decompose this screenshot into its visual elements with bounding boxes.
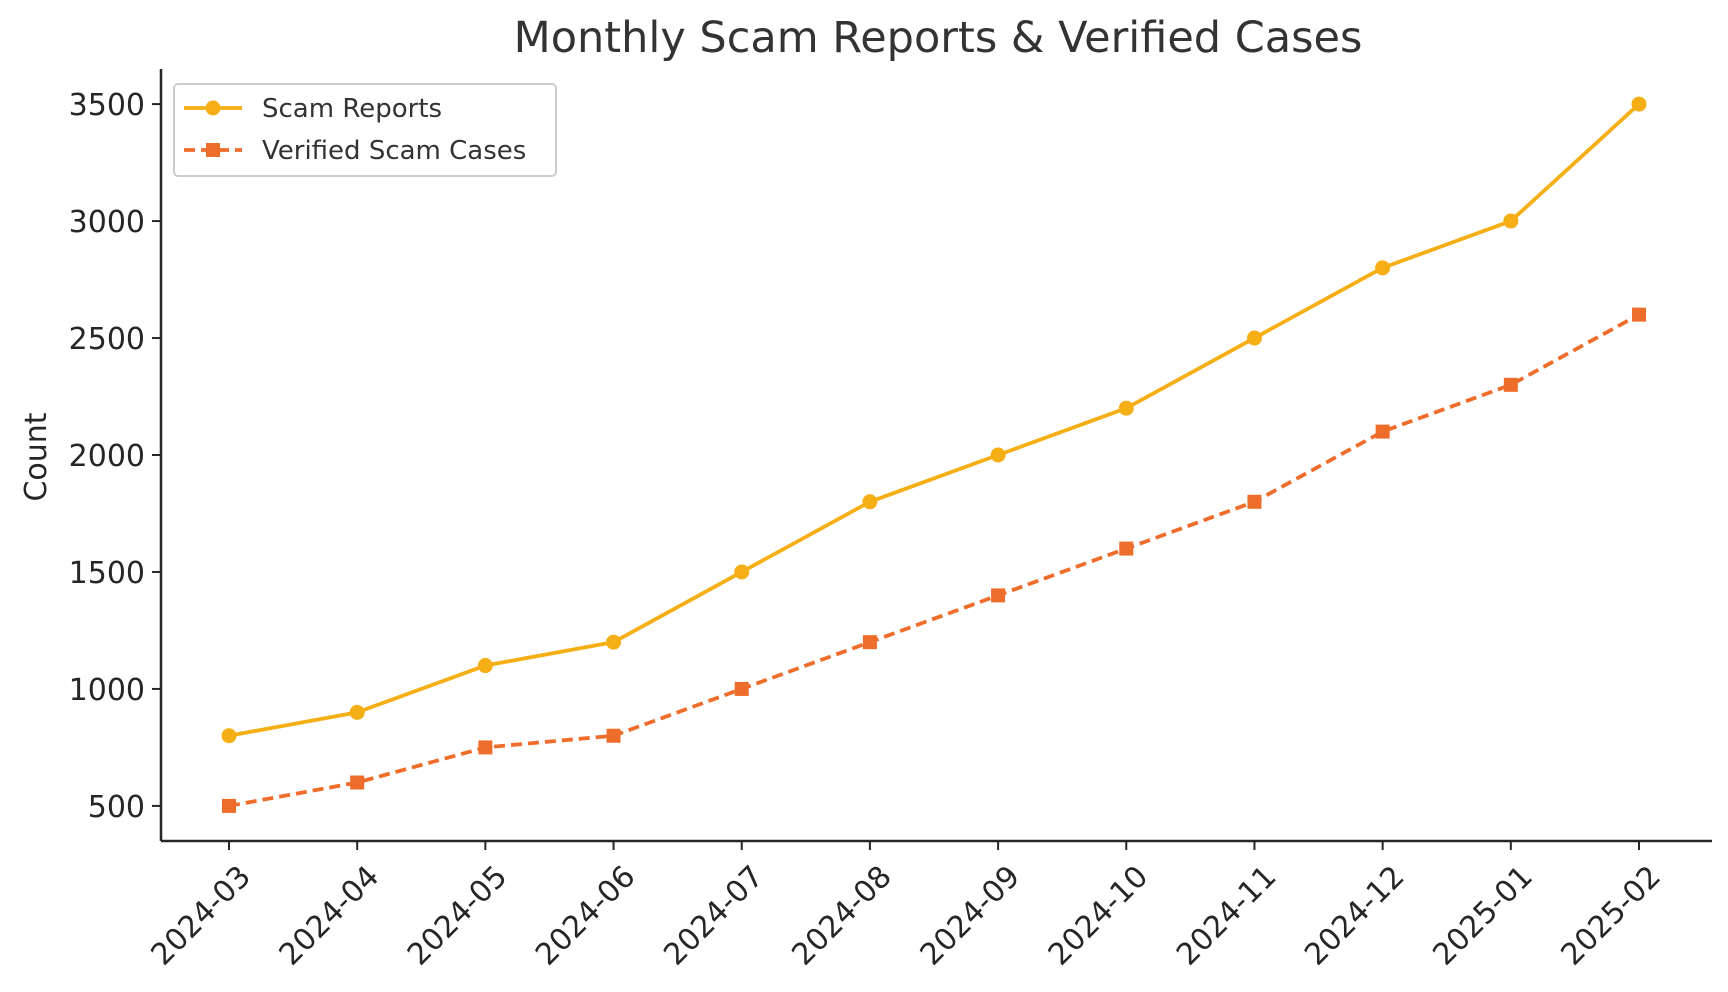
legend-label: Verified Scam Cases — [262, 136, 526, 166]
y-tick-label: 1500 — [69, 556, 145, 591]
x-tick-label: 2024-08 — [785, 859, 898, 972]
y-tick-label: 2000 — [69, 439, 145, 474]
data-point — [1119, 401, 1134, 416]
data-point — [735, 682, 749, 696]
series-line — [229, 315, 1639, 806]
x-tick-label: 2024-12 — [1298, 859, 1411, 972]
data-point — [1119, 542, 1133, 556]
x-tick-label: 2025-02 — [1555, 859, 1668, 972]
legend-marker — [206, 101, 221, 116]
x-tick-label: 2024-10 — [1042, 859, 1155, 972]
data-point — [991, 448, 1006, 463]
x-tick-label: 2024-07 — [657, 859, 770, 972]
data-point — [1375, 260, 1390, 275]
data-point — [1632, 97, 1647, 112]
data-point — [1503, 214, 1518, 229]
x-tick-label: 2024-06 — [529, 859, 642, 972]
data-point — [478, 740, 492, 754]
data-point — [222, 728, 237, 743]
data-point — [1376, 425, 1390, 439]
legend-marker — [206, 143, 220, 157]
data-point — [606, 635, 621, 650]
x-tick-label: 2024-11 — [1170, 859, 1283, 972]
data-point — [350, 776, 364, 790]
data-point — [1247, 495, 1261, 509]
x-tick-label: 2024-03 — [145, 859, 258, 972]
series-line — [229, 104, 1639, 736]
data-point — [607, 729, 621, 743]
data-point — [1504, 378, 1518, 392]
data-point — [1247, 331, 1262, 346]
y-tick-label: 3000 — [69, 205, 145, 240]
legend: Scam Reports Verified Scam Cases — [174, 84, 556, 176]
series-2 — [222, 308, 1646, 813]
series-layer — [222, 97, 1647, 813]
y-tick-label: 3500 — [69, 88, 145, 123]
series-1 — [222, 97, 1647, 744]
x-tick-label: 2024-05 — [401, 859, 514, 972]
x-tick-label: 2025-01 — [1426, 859, 1539, 972]
data-point — [350, 705, 365, 720]
y-tick-label: 500 — [88, 790, 145, 825]
data-point — [862, 494, 877, 509]
data-point — [991, 588, 1005, 602]
y-tick-label: 1000 — [69, 673, 145, 708]
data-point — [1632, 308, 1646, 322]
data-point — [734, 564, 749, 579]
data-point — [863, 635, 877, 649]
data-point — [478, 658, 493, 673]
y-tick-label: 2500 — [69, 322, 145, 357]
data-point — [222, 799, 236, 813]
y-axis-label: Count — [19, 412, 54, 501]
legend-label: Scam Reports — [262, 94, 442, 124]
x-tick-label: 2024-04 — [273, 859, 386, 972]
chart-title: Monthly Scam Reports & Verified Cases — [514, 13, 1363, 63]
x-tick-label: 2024-09 — [914, 859, 1027, 972]
